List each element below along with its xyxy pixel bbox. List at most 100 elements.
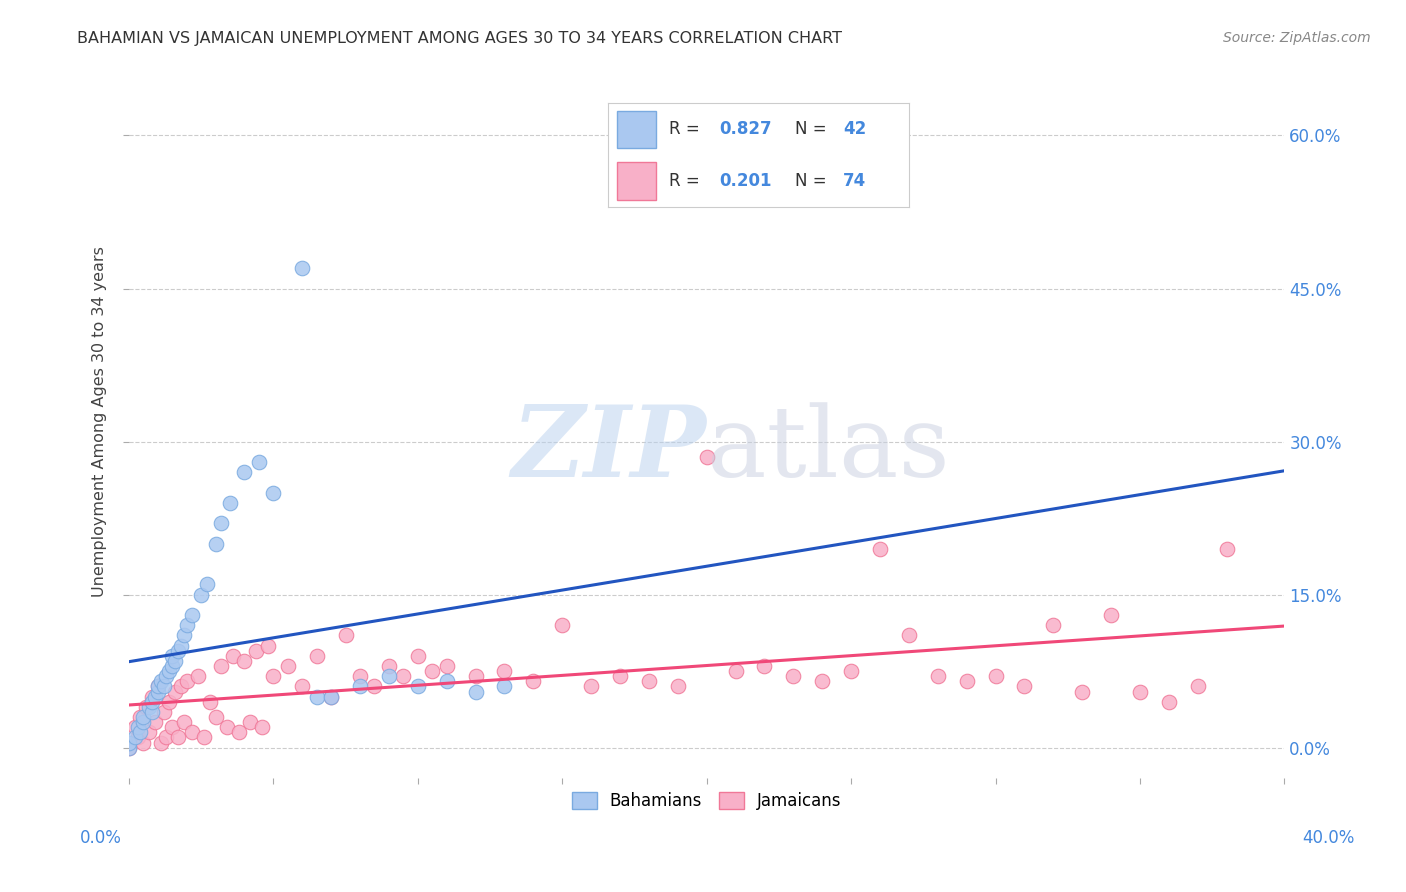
Point: [666, 680, 689, 694]
Point: [124, 731, 146, 745]
Point: [204, 710, 226, 724]
Point: [239, 715, 262, 730]
Point: [406, 648, 429, 663]
Point: [406, 680, 429, 694]
Point: [143, 715, 166, 730]
Point: [250, 720, 273, 734]
Point: [146, 684, 169, 698]
Point: [118, 740, 141, 755]
Point: [1099, 607, 1122, 622]
Text: ZIP: ZIP: [512, 401, 707, 498]
Point: [132, 715, 155, 730]
Point: [349, 680, 371, 694]
Point: [335, 628, 357, 642]
Point: [138, 725, 160, 739]
Point: [522, 674, 544, 689]
Point: [155, 731, 177, 745]
Point: [127, 731, 149, 745]
Point: [392, 669, 415, 683]
Point: [129, 725, 152, 739]
Point: [181, 725, 204, 739]
Point: [363, 680, 385, 694]
Point: [277, 659, 299, 673]
Point: [167, 644, 190, 658]
Point: [124, 720, 146, 734]
Point: [193, 731, 215, 745]
Point: [1042, 618, 1064, 632]
Point: [141, 690, 163, 704]
Point: [262, 669, 284, 683]
Point: [245, 644, 267, 658]
Text: BAHAMIAN VS JAMAICAN UNEMPLOYMENT AMONG AGES 30 TO 34 YEARS CORRELATION CHART: BAHAMIAN VS JAMAICAN UNEMPLOYMENT AMONG …: [77, 31, 842, 46]
Point: [219, 496, 242, 510]
Point: [132, 710, 155, 724]
Point: [839, 664, 862, 678]
Point: [149, 735, 172, 749]
Point: [165, 654, 187, 668]
Point: [782, 669, 804, 683]
Point: [319, 690, 342, 704]
Point: [378, 659, 401, 673]
Point: [176, 618, 198, 632]
Point: [927, 669, 949, 683]
Point: [217, 720, 239, 734]
Point: [305, 648, 328, 663]
Point: [305, 690, 328, 704]
Point: [173, 628, 195, 642]
Point: [127, 720, 149, 734]
Point: [141, 695, 163, 709]
Point: [551, 618, 574, 632]
Point: [181, 607, 204, 622]
Point: [118, 735, 141, 749]
Point: [165, 684, 187, 698]
Point: [160, 720, 183, 734]
Point: [1187, 680, 1209, 694]
Point: [152, 680, 174, 694]
Y-axis label: Unemployment Among Ages 30 to 34 years: Unemployment Among Ages 30 to 34 years: [93, 245, 107, 597]
Point: [173, 715, 195, 730]
Point: [494, 680, 516, 694]
Point: [1071, 684, 1094, 698]
Point: [190, 588, 212, 602]
Text: 0.0%: 0.0%: [80, 829, 122, 847]
Point: [378, 669, 401, 683]
Point: [149, 674, 172, 689]
Point: [198, 695, 221, 709]
Point: [464, 669, 486, 683]
Point: [233, 465, 256, 479]
Point: [1014, 680, 1036, 694]
Text: Source: ZipAtlas.com: Source: ZipAtlas.com: [1223, 31, 1371, 45]
Point: [157, 695, 180, 709]
Point: [464, 684, 486, 698]
Point: [170, 639, 193, 653]
Point: [167, 731, 190, 745]
Point: [176, 674, 198, 689]
Point: [132, 735, 155, 749]
Point: [436, 674, 458, 689]
Point: [291, 261, 314, 276]
Point: [160, 648, 183, 663]
Point: [209, 516, 232, 531]
Point: [1129, 684, 1152, 698]
Point: [754, 659, 776, 673]
Point: [897, 628, 920, 642]
Point: [135, 699, 157, 714]
Point: [228, 725, 250, 739]
Point: [195, 577, 218, 591]
Point: [1157, 695, 1180, 709]
Point: [696, 450, 718, 464]
Point: [811, 674, 834, 689]
Point: [420, 664, 443, 678]
Point: [143, 690, 166, 704]
Point: [118, 740, 141, 755]
Point: [984, 669, 1007, 683]
Point: [160, 659, 183, 673]
Point: [204, 536, 226, 550]
Point: [436, 659, 458, 673]
Point: [233, 654, 256, 668]
Point: [349, 669, 371, 683]
Point: [146, 680, 169, 694]
Point: [138, 699, 160, 714]
Point: [319, 690, 342, 704]
Point: [146, 680, 169, 694]
